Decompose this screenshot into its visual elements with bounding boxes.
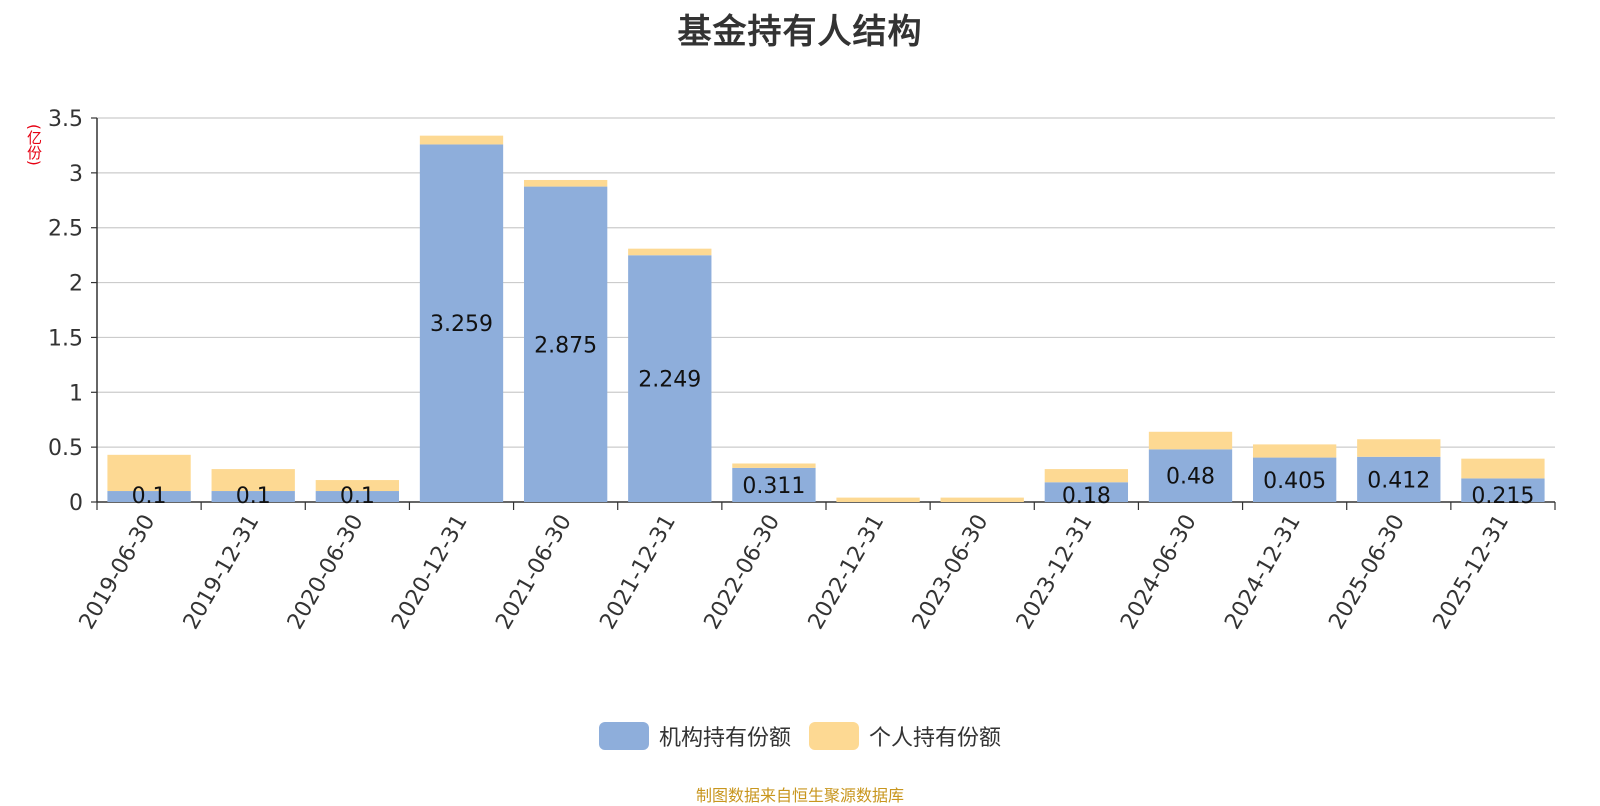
bar-institutional bbox=[523, 186, 608, 503]
bar-individual bbox=[523, 179, 608, 187]
bar-individual bbox=[1252, 444, 1337, 458]
y-tick-label: 1.5 bbox=[48, 326, 83, 351]
data-label: 0.412 bbox=[1367, 468, 1430, 493]
data-label: 0.48 bbox=[1166, 465, 1215, 490]
legend: 机构持有份额 个人持有份额 bbox=[0, 720, 1600, 752]
bar-institutional bbox=[732, 467, 816, 502]
chart-title: 基金持有人结构 bbox=[677, 12, 923, 52]
x-tick-label: 2023-12-31 bbox=[1012, 511, 1098, 634]
legend-label-individual: 个人持有份额 bbox=[869, 726, 1002, 751]
bar-institutional bbox=[419, 144, 504, 502]
bar-institutional bbox=[211, 491, 295, 502]
bar-institutional bbox=[1461, 478, 1545, 502]
x-tick-label: 2023-06-30 bbox=[908, 511, 994, 634]
data-label: 3.259 bbox=[430, 312, 493, 337]
bar-individual bbox=[211, 469, 295, 492]
stacked-bar-chart: 00.511.522.533.50.12019-06-300.12019-12-… bbox=[48, 107, 1556, 634]
data-label: 0.311 bbox=[742, 474, 805, 499]
bar-institutional bbox=[1252, 457, 1337, 502]
data-label: 0.1 bbox=[132, 484, 167, 509]
bar-individual bbox=[107, 454, 191, 492]
y-tick-label: 3 bbox=[69, 162, 83, 187]
x-tick-label: 2021-06-30 bbox=[491, 511, 577, 634]
x-tick-label: 2020-06-30 bbox=[283, 511, 369, 634]
x-tick-label: 2021-12-31 bbox=[595, 511, 681, 634]
bar-institutional bbox=[628, 255, 712, 502]
bar-institutional bbox=[315, 491, 400, 502]
legend-item-institutional[interactable]: 机构持有份额 bbox=[598, 720, 791, 752]
data-label: 2.249 bbox=[638, 368, 701, 393]
x-tick-label: 2019-06-30 bbox=[75, 511, 161, 634]
bar-institutional bbox=[1148, 449, 1233, 502]
x-tick-label: 2025-12-31 bbox=[1429, 511, 1515, 634]
legend-swatch-individual bbox=[809, 722, 859, 750]
bar-institutional bbox=[107, 491, 191, 502]
x-tick-label: 2022-06-30 bbox=[700, 511, 786, 634]
x-tick-label: 2022-12-31 bbox=[804, 511, 890, 634]
bar-individual bbox=[1461, 458, 1545, 479]
bar-individual bbox=[1357, 439, 1441, 457]
bar-institutional bbox=[1044, 482, 1129, 502]
y-tick-label: 1 bbox=[69, 381, 83, 406]
bar-individual bbox=[315, 480, 400, 492]
data-label: 0.405 bbox=[1263, 469, 1326, 494]
y-tick-label: 0 bbox=[69, 491, 83, 516]
bar-individual bbox=[940, 497, 1024, 502]
y-tick-label: 3.5 bbox=[48, 107, 83, 132]
bar-individual bbox=[836, 497, 920, 502]
data-label: 0.1 bbox=[340, 484, 375, 509]
bar-individual bbox=[1148, 431, 1233, 450]
bar-individual bbox=[419, 135, 504, 145]
legend-swatch-institutional bbox=[598, 722, 649, 750]
bar-individual bbox=[732, 463, 816, 468]
bar-institutional bbox=[1357, 456, 1441, 502]
bar-individual bbox=[628, 248, 712, 256]
legend-label-institutional: 机构持有份额 bbox=[658, 726, 791, 751]
legend-item-individual[interactable]: 个人持有份额 bbox=[809, 720, 1001, 752]
y-axis-unit-label: (亿份) bbox=[25, 124, 43, 166]
x-tick-label: 2020-12-31 bbox=[387, 511, 473, 634]
y-tick-label: 2.5 bbox=[48, 217, 83, 242]
x-tick-label: 2024-06-30 bbox=[1116, 511, 1202, 634]
x-tick-label: 2019-12-31 bbox=[179, 511, 265, 634]
data-label: 2.875 bbox=[534, 333, 597, 358]
data-label: 0.1 bbox=[236, 484, 271, 509]
x-tick-label: 2024-12-31 bbox=[1220, 511, 1306, 634]
source-note: 制图数据来自恒生聚源数据库 bbox=[695, 786, 904, 805]
data-label: 0.215 bbox=[1471, 484, 1534, 509]
bar-individual bbox=[1044, 469, 1129, 483]
data-label: 0.18 bbox=[1062, 484, 1111, 509]
y-tick-label: 0.5 bbox=[48, 436, 83, 461]
x-tick-label: 2025-06-30 bbox=[1324, 511, 1410, 634]
y-tick-label: 2 bbox=[69, 272, 83, 297]
